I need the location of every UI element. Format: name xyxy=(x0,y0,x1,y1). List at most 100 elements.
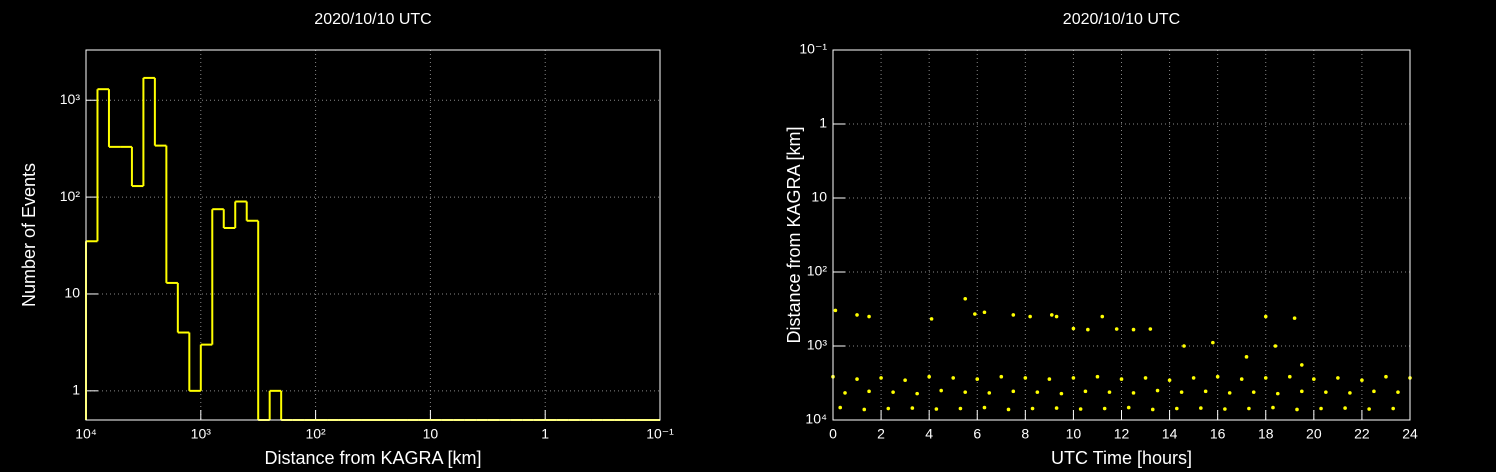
point xyxy=(1107,390,1112,394)
point xyxy=(982,405,987,410)
point xyxy=(1148,327,1153,331)
point xyxy=(1203,389,1208,394)
point xyxy=(1391,406,1395,411)
point xyxy=(987,391,992,395)
point xyxy=(1179,390,1184,394)
point xyxy=(973,312,977,316)
point xyxy=(1324,390,1328,394)
chart-title: 2020/10/10 UTC xyxy=(1063,11,1180,28)
y-tick-label: 1 xyxy=(819,115,827,131)
y-tick-label: 10² xyxy=(807,263,828,279)
x-tick-label: 0 xyxy=(829,426,837,442)
point xyxy=(963,390,968,394)
y-tick-label: 10³ xyxy=(60,91,81,107)
point xyxy=(1100,314,1105,319)
point xyxy=(1054,314,1059,319)
x-tick-label: 24 xyxy=(1402,426,1418,442)
point xyxy=(1083,389,1088,394)
point xyxy=(929,317,934,321)
x-tick-label: 10⁴ xyxy=(75,426,97,442)
point xyxy=(963,296,968,301)
point xyxy=(939,388,943,393)
point xyxy=(1143,376,1148,380)
plot-frame xyxy=(85,49,661,421)
point xyxy=(1211,340,1215,345)
point xyxy=(1227,391,1232,395)
point xyxy=(1023,376,1028,380)
x-tick-label: 18 xyxy=(1258,426,1274,442)
point xyxy=(1367,407,1371,411)
y-tick-label: 1 xyxy=(72,382,80,398)
point xyxy=(1011,313,1016,317)
point xyxy=(833,308,838,313)
point xyxy=(1030,406,1035,411)
point xyxy=(1006,407,1011,412)
x-tick-label: 10² xyxy=(305,426,326,442)
point xyxy=(891,390,895,394)
point xyxy=(1119,377,1124,381)
point xyxy=(1273,344,1278,348)
point xyxy=(903,378,907,383)
point xyxy=(862,407,867,412)
point xyxy=(1263,314,1268,319)
x-tick-label: 20 xyxy=(1306,426,1322,442)
point xyxy=(1102,406,1107,411)
point xyxy=(934,407,939,411)
chart-title: 2020/10/10 UTC xyxy=(314,11,431,28)
y-tick-label: 10⁻¹ xyxy=(799,41,827,57)
point xyxy=(1300,363,1304,367)
point xyxy=(1360,378,1364,383)
x-tick-label: 16 xyxy=(1210,426,1226,442)
point xyxy=(838,405,843,410)
point xyxy=(1372,389,1376,394)
x-tick-label: 10 xyxy=(423,426,439,442)
y-tick-label: 10⁴ xyxy=(805,411,827,427)
point xyxy=(927,374,931,379)
y-tick-label: 10 xyxy=(64,285,80,301)
point xyxy=(1114,327,1119,331)
point xyxy=(1251,390,1256,394)
point xyxy=(1126,405,1131,410)
point xyxy=(1028,314,1032,319)
point xyxy=(1071,326,1076,331)
point xyxy=(879,376,883,380)
y-tick-label: 10 xyxy=(811,189,827,205)
point xyxy=(855,313,859,317)
y-axis-title: Distance from KAGRA [km] xyxy=(784,126,804,343)
point xyxy=(1086,327,1090,332)
point xyxy=(1247,406,1251,411)
point xyxy=(1396,390,1400,394)
point xyxy=(1312,377,1316,381)
point xyxy=(958,406,963,411)
point xyxy=(1343,406,1347,410)
x-tick-label: 8 xyxy=(1021,426,1029,442)
point xyxy=(1295,407,1299,412)
x-tick-label: 14 xyxy=(1162,426,1178,442)
point xyxy=(1244,355,1249,359)
x-tick-label: 10³ xyxy=(191,426,212,442)
x-tick-label: 1 xyxy=(541,426,549,442)
point xyxy=(1054,406,1059,410)
point xyxy=(1011,389,1016,394)
point xyxy=(1215,374,1220,379)
point xyxy=(1223,407,1227,411)
point xyxy=(915,391,919,396)
point xyxy=(843,391,847,395)
point xyxy=(975,377,980,381)
point xyxy=(910,406,915,410)
point xyxy=(1300,389,1304,394)
point xyxy=(1271,405,1275,410)
point xyxy=(867,389,871,394)
point xyxy=(1131,391,1136,395)
point xyxy=(1095,374,1100,379)
y-tick-label: 10² xyxy=(60,188,81,204)
x-tick-label: 10⁻¹ xyxy=(646,426,674,442)
x-axis-title: UTC Time [hours] xyxy=(1051,448,1192,468)
point xyxy=(999,374,1004,379)
point xyxy=(1239,377,1244,381)
point xyxy=(1287,374,1292,379)
point xyxy=(867,314,871,319)
point xyxy=(1131,327,1136,332)
point xyxy=(1174,406,1179,411)
